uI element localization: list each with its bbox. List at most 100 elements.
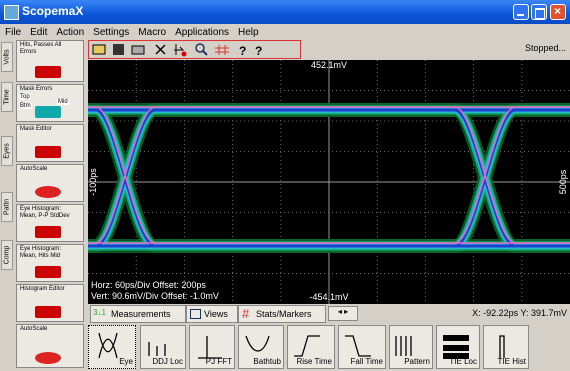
delete-icon[interactable]: [155, 44, 166, 55]
tool-label: DDJ Loc: [152, 357, 183, 366]
menu-item[interactable]: Action: [56, 26, 85, 38]
tool-icon: [345, 335, 371, 357]
eye-diagram: [88, 103, 570, 253]
tool-button[interactable]: DDJ Loc: [140, 325, 186, 369]
horizontal-scale: Horz: 60ps/Div Offset: 200ps: [91, 280, 206, 290]
tool-icon: [198, 336, 222, 359]
side-tab[interactable]: Time: [1, 82, 13, 112]
tool-button[interactable]: Fall Time: [338, 325, 386, 369]
bottom-voltage-label: -454.1mV: [309, 292, 348, 302]
cursor-readout: X: -92.22ps Y: 391.7mV: [472, 308, 567, 318]
tool-button[interactable]: Bathtub: [238, 325, 284, 369]
top-voltage-label: 452.1mV: [311, 60, 347, 70]
title-bar: ScopemaX ×: [0, 0, 570, 24]
side-tab[interactable]: Volts: [1, 42, 13, 72]
side-button[interactable]: Eye Histogram: Mean, Hits Mid: [16, 244, 84, 282]
side-tab-label: Time: [3, 89, 11, 105]
tab-label: Measurements: [111, 309, 171, 319]
toolbar-icons: ? ?: [88, 40, 301, 59]
minimize-button[interactable]: [513, 4, 529, 20]
open-icon[interactable]: [92, 44, 106, 55]
side-button[interactable]: Histogram Editor: [16, 284, 84, 322]
maximize-button[interactable]: [531, 4, 547, 20]
menu-item[interactable]: Help: [238, 26, 259, 38]
side-button-label: Mask Editor: [20, 126, 52, 132]
status-text: Stopped...: [524, 43, 566, 53]
tool-button[interactable]: Eye: [88, 325, 136, 369]
tool-label: Rise Time: [296, 357, 332, 366]
side-button-label: Hits, Passes All Errors: [20, 42, 62, 55]
tool-icon-shape: [198, 336, 222, 359]
side-tab-label: Comp: [3, 245, 11, 265]
menu-item[interactable]: File: [5, 26, 22, 38]
toolbar-frame: [88, 40, 301, 59]
tool-icon-shape: [499, 335, 505, 358]
scope-display: 452.1mV -454.1mV -100ps 500ps Horz: 60ps…: [88, 60, 570, 304]
tool-icon: [294, 335, 320, 357]
tool-label: Pattern: [404, 357, 430, 366]
side-tab[interactable]: Eyes: [1, 136, 13, 166]
tool-button[interactable]: TIE Hist: [483, 325, 529, 369]
tool-label: Eye: [119, 357, 133, 366]
side-button[interactable]: Mask Editor: [16, 124, 84, 162]
side-button[interactable]: Mask Errors Top Btm Mid: [16, 84, 84, 122]
side-tab-label: Volts: [3, 49, 11, 65]
side-button-icon: [35, 146, 61, 158]
tool-label: Bathtub: [253, 357, 281, 366]
marker-icon[interactable]: [174, 44, 185, 55]
side-button[interactable]: Hits, Passes All Errors: [16, 40, 84, 82]
side-button-label: AutoScale: [20, 166, 48, 172]
menu-bar: File Edit Action Settings Macro Applications H…: [0, 24, 570, 40]
menu-item[interactable]: Edit: [30, 26, 48, 38]
side-button-label: AutoScale: [20, 326, 48, 332]
side-button[interactable]: Eye Histogram: Mean, P-P StdDev: [16, 204, 84, 242]
tool-button[interactable]: PJ FFT: [189, 325, 235, 369]
close-button[interactable]: ×: [550, 4, 566, 20]
mask-region-label[interactable]: Btm: [19, 103, 32, 109]
side-button-icon: [35, 66, 61, 78]
tab[interactable]: # Stats/Markers: [238, 305, 326, 323]
side-button-label: Mask Errors: [20, 86, 53, 92]
tool-icon-shape: [245, 335, 270, 352]
side-button-icon: [35, 106, 61, 118]
side-button-label: Histogram Editor: [20, 286, 65, 292]
tab[interactable]: 3↓1 Measurements: [90, 305, 186, 323]
tab-label: Views: [204, 309, 228, 319]
mask-region-label[interactable]: Mid: [57, 99, 69, 105]
zoom-icon[interactable]: [195, 43, 205, 53]
tab-row: 3↓1 Measurements Views # Stats/Markers ◂ ▸…: [88, 304, 570, 323]
tab[interactable]: Views: [186, 305, 238, 323]
tool-icon: [148, 342, 166, 356]
tool-icon: [443, 335, 469, 359]
print-icon[interactable]: [131, 45, 145, 55]
window-title: ScopemaX: [22, 4, 84, 18]
side-tab[interactable]: Comp: [1, 240, 13, 270]
tool-button[interactable]: TIE Loc: [436, 325, 480, 369]
grid-icon[interactable]: [215, 45, 229, 55]
side-tab[interactable]: Pattn: [1, 192, 13, 222]
side-button-label: Eye Histogram: Mean, P-P StdDev: [20, 206, 70, 219]
side-button-icon: [35, 352, 61, 364]
save-icon[interactable]: [113, 44, 124, 55]
side-button[interactable]: AutoScale: [16, 164, 84, 202]
side-tab-label: Eyes: [3, 143, 11, 159]
tool-icon: [98, 332, 118, 359]
menu-item[interactable]: Macro: [138, 26, 167, 38]
mask-region-label[interactable]: Top: [19, 94, 31, 100]
tool-button[interactable]: Pattern: [389, 325, 433, 369]
help-icon[interactable]: ?: [239, 44, 246, 58]
side-button[interactable]: AutoScale: [16, 324, 84, 368]
side-button-icon: [35, 266, 61, 278]
tool-label: TIE Loc: [449, 357, 477, 366]
app-icon: [4, 5, 19, 20]
menu-item[interactable]: Settings: [93, 26, 130, 38]
tool-button[interactable]: Rise Time: [287, 325, 335, 369]
tab-scroll[interactable]: ◂ ▸: [328, 306, 358, 321]
vertical-scale: Vert: 90.6mV/Div Offset: -1.0mV: [91, 291, 219, 301]
menu-item[interactable]: Applications: [175, 26, 230, 38]
side-button-icon: [35, 306, 61, 318]
side-button-icon: [35, 226, 61, 238]
toolbar: ? ?: [88, 40, 570, 60]
context-help-icon[interactable]: ?: [255, 44, 262, 58]
